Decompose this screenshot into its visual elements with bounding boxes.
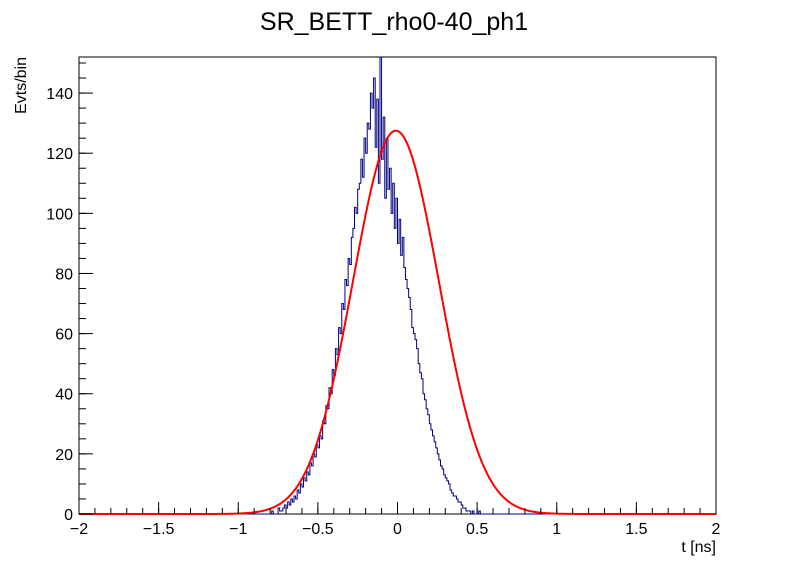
fit-curve bbox=[79, 129, 716, 515]
x-tick-label: 1 bbox=[552, 521, 561, 538]
plot-frame bbox=[78, 56, 717, 515]
x-tick-label: −0.5 bbox=[302, 521, 334, 538]
x-tick-label: 0 bbox=[393, 521, 402, 538]
x-tick-label: 0.5 bbox=[466, 521, 488, 538]
y-tick-label: 60 bbox=[55, 327, 73, 344]
y-axis-label: Evts/bin bbox=[13, 57, 30, 114]
x-tick-label: 2 bbox=[712, 521, 721, 538]
histogram-outline bbox=[79, 56, 716, 515]
y-tick-label: 80 bbox=[55, 266, 73, 283]
y-tick-label: 140 bbox=[46, 86, 73, 103]
y-axis: 0 20 40 60 80 100 120 140 bbox=[46, 62, 93, 524]
x-axis: −2 −1.5 −1 −0.5 0 0.5 1 1.5 2 bbox=[70, 502, 721, 538]
x-tick-label: −2 bbox=[70, 521, 88, 538]
y-tick-label: 100 bbox=[46, 206, 73, 223]
gaussian-fit-line bbox=[79, 129, 716, 515]
x-tick-label: −1 bbox=[229, 521, 247, 538]
x-tick-label: −1.5 bbox=[143, 521, 175, 538]
x-tick-label: 1.5 bbox=[625, 521, 647, 538]
histogram-bars bbox=[79, 56, 716, 515]
x-axis-label: t [ns] bbox=[681, 539, 716, 556]
y-tick-label: 0 bbox=[64, 507, 73, 524]
y-tick-label: 120 bbox=[46, 146, 73, 163]
chart-title: SR_BETT_rho0-40_ph1 bbox=[260, 8, 528, 36]
y-tick-label: 40 bbox=[55, 387, 73, 404]
y-tick-label: 20 bbox=[55, 447, 73, 464]
